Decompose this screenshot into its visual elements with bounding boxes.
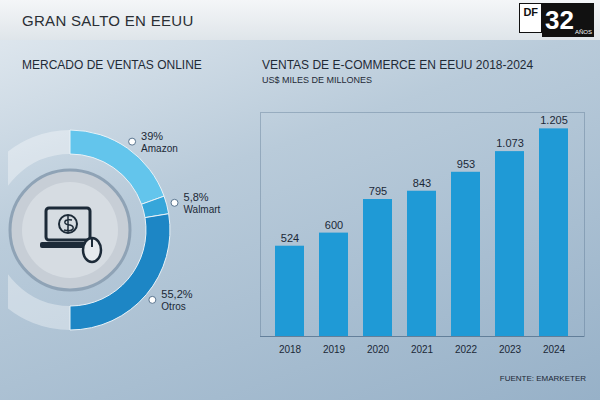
html-text:DF: DF — [523, 6, 539, 18]
svg-text:524: 524 — [281, 232, 299, 244]
svg-text:39%Amazon: 39%Amazon — [141, 130, 178, 154]
html-text:VENTAS DE E-COMMERCE EN EEUU 2: VENTAS DE E-COMMERCE EN EEUU 2018-2024 — [262, 58, 534, 72]
svg-text:953: 953 — [457, 158, 475, 170]
svg-text:5,8%Walmart: 5,8%Walmart — [184, 191, 221, 215]
svg-text:1.205: 1.205 — [540, 114, 568, 126]
html-text:32: 32 — [545, 5, 574, 35]
html-text:AÑOS: AÑOS — [575, 29, 592, 35]
svg-text:2019: 2019 — [323, 344, 346, 355]
svg-text:2024: 2024 — [543, 344, 566, 355]
svg-text:55,2%Otros: 55,2%Otros — [161, 288, 192, 312]
html-text:US$ MILES DE MILLONES: US$ MILES DE MILLONES — [262, 75, 372, 85]
svg-text:600: 600 — [325, 219, 343, 231]
svg-text:2023: 2023 — [499, 344, 522, 355]
svg-text:2021: 2021 — [411, 344, 434, 355]
svg-text:2022: 2022 — [455, 344, 478, 355]
svg-text:1.073: 1.073 — [496, 137, 524, 149]
svg-text:795: 795 — [369, 185, 387, 197]
html-text:GRAN SALTO EN EEUU: GRAN SALTO EN EEUU — [22, 12, 194, 29]
html-text:MERCADO DE VENTAS ONLINE: MERCADO DE VENTAS ONLINE — [22, 58, 202, 72]
svg-text:843: 843 — [413, 177, 431, 189]
html-text:FUENTE: EMARKETER: FUENTE: EMARKETER — [499, 374, 586, 383]
svg-text:2020: 2020 — [367, 344, 390, 355]
svg-text:2018: 2018 — [279, 344, 302, 355]
